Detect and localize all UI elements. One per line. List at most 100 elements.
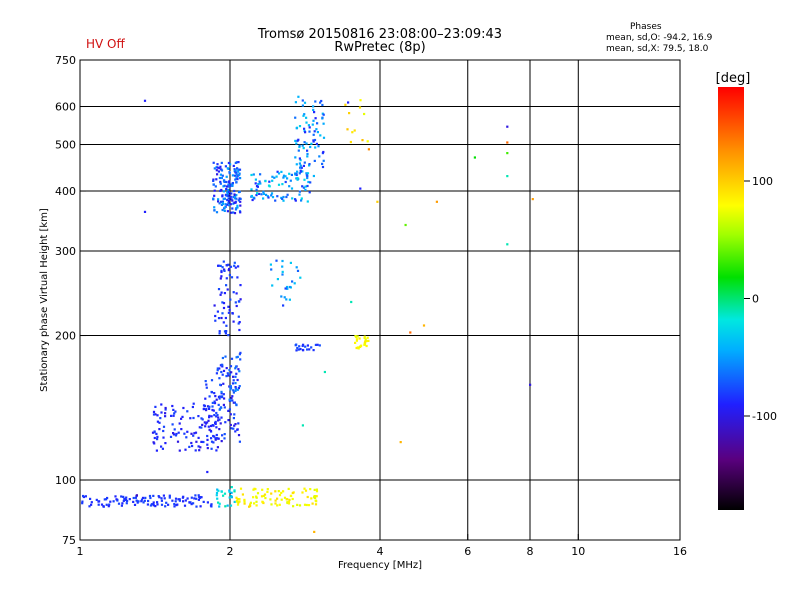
data-point: [227, 334, 230, 337]
data-point: [313, 530, 316, 533]
data-point: [321, 117, 324, 120]
data-point: [95, 498, 98, 501]
data-point: [236, 500, 239, 503]
data-point: [260, 495, 264, 498]
data-point: [296, 346, 299, 350]
data-point: [252, 496, 255, 499]
data-point: [160, 445, 163, 448]
data-point: [201, 423, 204, 426]
data-point: [220, 270, 223, 274]
data-point: [289, 261, 292, 264]
data-point: [303, 101, 307, 104]
data-point: [217, 264, 220, 267]
data-point: [218, 377, 221, 380]
data-point: [170, 414, 173, 417]
data-point: [203, 404, 206, 407]
data-point: [178, 422, 181, 425]
data-point: [265, 193, 268, 196]
data-point: [181, 415, 184, 418]
data-point: [172, 414, 175, 417]
data-point: [262, 494, 265, 497]
data-point: [208, 414, 211, 417]
data-point: [288, 498, 291, 501]
data-point: [214, 319, 217, 322]
data-point: [281, 183, 284, 186]
data-point: [269, 263, 272, 266]
data-point: [210, 437, 213, 440]
data-point: [132, 496, 135, 500]
data-point: [243, 502, 246, 505]
data-point: [294, 139, 297, 142]
data-point: [237, 315, 240, 318]
data-point: [237, 170, 240, 173]
data-point: [237, 322, 240, 325]
data-point: [262, 192, 265, 195]
data-point: [268, 185, 271, 188]
data-point: [125, 502, 128, 505]
data-point: [222, 306, 226, 310]
data-point: [281, 265, 284, 268]
data-point: [234, 174, 237, 177]
data-point: [218, 202, 221, 205]
data-point: [255, 194, 258, 197]
data-point: [216, 497, 219, 500]
data-point: [206, 434, 209, 438]
data-point: [311, 502, 314, 505]
data-point: [314, 117, 317, 120]
data-point: [153, 430, 156, 433]
data-point: [255, 500, 258, 503]
data-point: [250, 188, 253, 191]
data-point: [218, 505, 221, 508]
data-point: [277, 490, 280, 493]
data-point: [295, 163, 298, 166]
data-point: [231, 312, 234, 315]
data-point: [143, 499, 146, 502]
data-point: [225, 187, 228, 191]
data-point: [313, 111, 316, 114]
data-point: [220, 440, 223, 443]
data-point: [153, 436, 156, 440]
data-point: [256, 192, 259, 195]
data-point: [318, 344, 321, 347]
data-point: [224, 165, 227, 168]
data-point: [298, 172, 301, 175]
data-point: [204, 397, 207, 400]
data-point: [156, 414, 159, 417]
data-point: [237, 422, 240, 425]
data-point: [236, 388, 239, 391]
data-point: [220, 161, 223, 164]
data-point: [316, 343, 319, 346]
data-point: [214, 438, 217, 441]
data-point: [269, 498, 272, 501]
data-point: [120, 495, 123, 498]
data-point: [286, 177, 289, 180]
data-point: [276, 195, 279, 198]
data-point: [311, 123, 314, 126]
data-point: [140, 500, 143, 503]
data-point: [314, 495, 317, 498]
data-point: [227, 305, 230, 308]
phase-stats-o: mean, sd,O: -94.2, 16.9: [606, 33, 713, 43]
data-point: [299, 166, 302, 169]
colorbar-tick-label: 0: [752, 293, 759, 306]
data-point: [281, 197, 284, 200]
data-point: [346, 128, 349, 131]
y-tick-label: 200: [55, 330, 76, 343]
data-point: [308, 163, 311, 166]
data-point: [365, 340, 368, 343]
data-point: [287, 500, 291, 503]
data-point: [154, 405, 157, 408]
data-point: [349, 140, 352, 144]
data-point: [361, 139, 364, 142]
data-point: [294, 156, 297, 159]
data-point: [280, 498, 283, 501]
data-point: [218, 167, 221, 170]
data-point: [295, 177, 298, 180]
data-point: [253, 487, 256, 490]
data-point: [222, 185, 225, 188]
data-point: [293, 282, 296, 285]
data-point: [321, 103, 324, 107]
data-point: [292, 505, 295, 508]
data-point: [132, 500, 135, 503]
data-point: [204, 380, 207, 383]
